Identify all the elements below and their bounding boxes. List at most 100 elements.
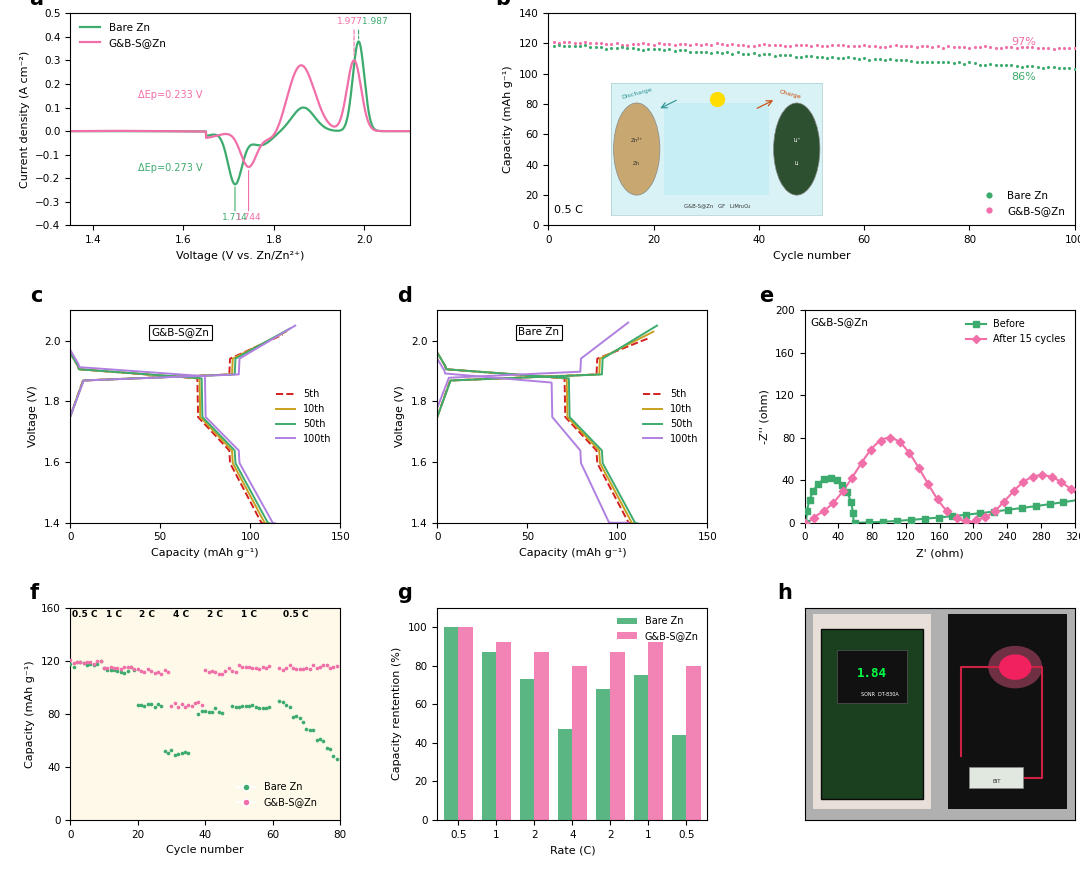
Point	[672, 38, 689, 52]
Point	[257, 702, 274, 716]
Point	[971, 39, 988, 53]
Point	[901, 446, 918, 460]
Point	[961, 41, 978, 55]
Point	[152, 667, 170, 681]
G&B-S@Zn	[64, 125, 77, 136]
Point	[986, 504, 1003, 518]
Point	[923, 39, 941, 53]
Point	[687, 45, 704, 59]
Point	[1034, 468, 1051, 482]
Point	[782, 48, 799, 62]
Point	[152, 699, 170, 713]
Point	[796, 516, 813, 530]
Point	[166, 747, 184, 761]
Point	[835, 52, 852, 66]
Point	[244, 698, 261, 712]
Text: 1.987: 1.987	[359, 17, 388, 25]
Text: G&B-S@Zn: G&B-S@Zn	[810, 317, 868, 327]
Point	[692, 45, 710, 59]
Point	[179, 745, 197, 759]
Point	[829, 38, 847, 52]
Point	[98, 663, 116, 677]
Bar	[482, 652, 497, 820]
X-axis label: Cycle number: Cycle number	[166, 845, 244, 855]
Text: 1.714: 1.714	[222, 212, 248, 222]
Line: Bare Zn: Bare Zn	[70, 41, 409, 184]
Point	[1003, 40, 1021, 54]
Point	[149, 665, 166, 679]
Point	[1024, 470, 1041, 484]
Point	[819, 39, 836, 53]
Point	[1035, 61, 1052, 75]
Legend: Bare Zn, G&B-S@Zn: Bare Zn, G&B-S@Zn	[974, 187, 1069, 220]
G&B-S@Zn	[220, 129, 233, 139]
Point	[698, 38, 715, 52]
Point	[971, 58, 988, 72]
Point	[62, 657, 79, 671]
Point	[146, 701, 163, 715]
Point	[734, 47, 752, 61]
Point	[230, 701, 247, 715]
Point	[1062, 481, 1079, 496]
Point	[550, 36, 567, 50]
Point	[190, 707, 207, 721]
Point	[845, 51, 862, 65]
Y-axis label: Current density (A cm⁻²): Current density (A cm⁻²)	[19, 51, 29, 188]
Point	[241, 660, 258, 674]
Point	[305, 659, 322, 673]
Point	[217, 664, 234, 678]
Point	[311, 660, 328, 674]
Bar	[648, 643, 663, 820]
Point	[1040, 60, 1057, 74]
Point	[919, 39, 936, 53]
Point	[639, 41, 657, 55]
Point	[160, 746, 177, 760]
G&B-S@Zn	[229, 136, 242, 146]
Point	[861, 39, 878, 53]
Point	[170, 747, 187, 761]
Point	[125, 662, 143, 676]
Point	[755, 38, 772, 52]
Point	[822, 471, 839, 485]
Bar	[596, 688, 610, 820]
Point	[881, 39, 899, 53]
Text: 0.5 C: 0.5 C	[72, 610, 97, 619]
Text: e: e	[758, 286, 773, 306]
Point	[298, 660, 315, 674]
Point	[308, 660, 325, 674]
Legend: Bare Zn, G&B-S@Zn: Bare Zn, G&B-S@Zn	[613, 612, 702, 645]
Point	[793, 38, 810, 52]
Point	[713, 46, 730, 61]
Text: h: h	[778, 583, 793, 603]
Point	[745, 46, 762, 61]
Point	[314, 734, 332, 748]
Point	[843, 471, 861, 485]
Point	[106, 663, 123, 677]
Point	[1052, 475, 1069, 489]
Point	[903, 39, 920, 53]
Point	[597, 37, 615, 51]
Point	[797, 38, 814, 52]
Point	[187, 695, 204, 709]
Point	[284, 661, 301, 675]
Point	[940, 39, 957, 53]
Point	[939, 504, 956, 518]
Point	[176, 700, 193, 714]
Point	[233, 699, 251, 713]
Point	[734, 38, 752, 52]
Point	[82, 657, 99, 671]
Point	[672, 43, 689, 57]
Point	[122, 660, 139, 674]
G&B-S@Zn	[81, 125, 94, 136]
Point	[828, 473, 846, 487]
Point	[805, 484, 822, 498]
Point	[813, 39, 831, 53]
Point	[892, 53, 909, 67]
Text: ΔEp=0.273 V: ΔEp=0.273 V	[138, 163, 203, 174]
Bar	[458, 627, 473, 820]
Point	[278, 698, 295, 712]
Point	[914, 55, 931, 69]
Point	[645, 38, 662, 52]
Point	[102, 660, 120, 674]
Point	[203, 705, 220, 719]
